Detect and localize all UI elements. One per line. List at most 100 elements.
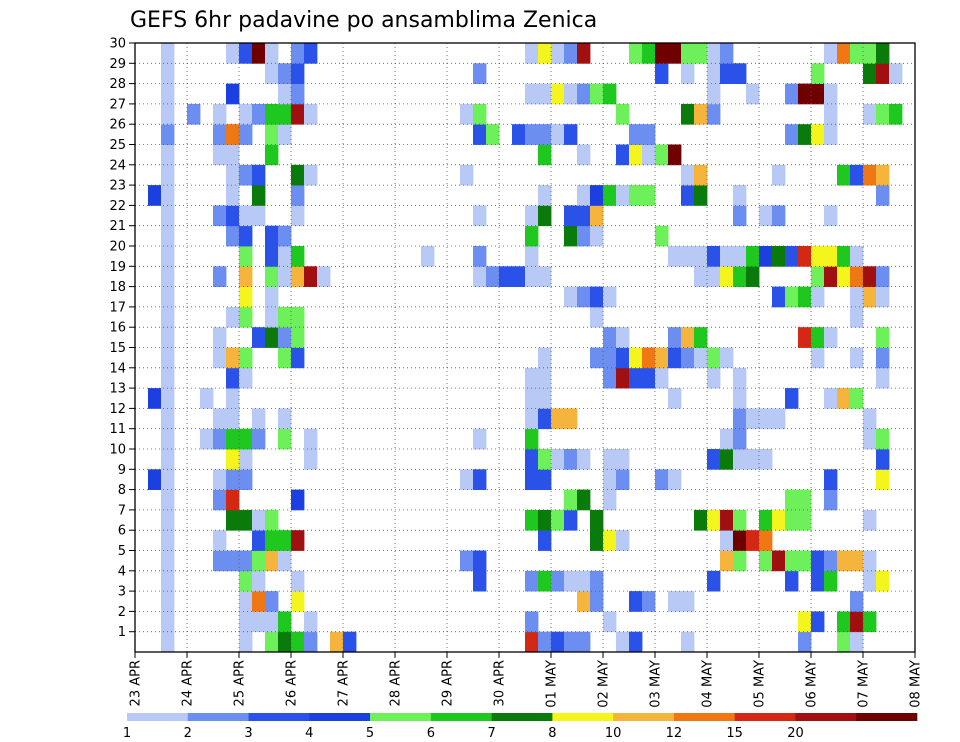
- heatmap-cell: [889, 63, 903, 84]
- heatmap-cell: [642, 124, 656, 145]
- heatmap-cell: [603, 347, 617, 369]
- heatmap-cell: [239, 570, 253, 592]
- colorbar-segment: [187, 713, 249, 721]
- heatmap-cell: [694, 327, 708, 348]
- heatmap-cell: [239, 631, 253, 653]
- heatmap-cell: [798, 124, 812, 145]
- heatmap-cell: [876, 347, 890, 369]
- heatmap-cell: [265, 591, 279, 612]
- heatmap-cell: [720, 347, 734, 369]
- heatmap-cell: [785, 246, 799, 267]
- heatmap-cell: [655, 225, 669, 247]
- y-tick-label: 15: [109, 341, 126, 356]
- heatmap-cell: [824, 570, 838, 592]
- x-tick-label: 02 MAY: [597, 660, 612, 708]
- heatmap-cell: [863, 103, 877, 125]
- heatmap-cell: [616, 347, 630, 369]
- heatmap-cell: [161, 428, 175, 450]
- heatmap-cell: [850, 164, 864, 186]
- heatmap-cell: [772, 205, 786, 227]
- heatmap-cell: [161, 286, 175, 308]
- heatmap-cell: [798, 611, 812, 633]
- heatmap-cell: [304, 611, 318, 633]
- heatmap-cell: [668, 144, 682, 166]
- colorbar-label: 15: [726, 726, 743, 741]
- heatmap-cell: [577, 83, 591, 105]
- heatmap-cell: [473, 63, 487, 84]
- heatmap-cell: [577, 225, 591, 247]
- heatmap-cell: [538, 347, 552, 369]
- heatmap-cell: [603, 489, 617, 511]
- heatmap-cell: [577, 631, 591, 653]
- y-tick-label: 6: [118, 524, 126, 539]
- heatmap-cell: [733, 388, 747, 409]
- heatmap-cell: [603, 449, 617, 470]
- heatmap-cells: [148, 43, 903, 653]
- heatmap-cell: [876, 43, 890, 64]
- y-tick-label: 16: [109, 321, 126, 336]
- heatmap-cell: [239, 103, 253, 125]
- heatmap-cell: [863, 570, 877, 592]
- heatmap-cell: [629, 124, 643, 145]
- chart-title: GEFS 6hr padavine po ansamblima Zenica: [130, 8, 597, 33]
- heatmap-cell: [226, 428, 240, 450]
- heatmap-cell: [590, 225, 604, 247]
- heatmap-cell: [577, 205, 591, 227]
- y-tick-label: 19: [109, 260, 126, 275]
- heatmap-cell: [239, 246, 253, 267]
- heatmap-cell: [278, 63, 292, 84]
- heatmap-cell: [278, 550, 292, 572]
- heatmap-cell: [850, 266, 864, 287]
- heatmap-cell: [304, 449, 318, 470]
- heatmap-cell: [785, 550, 799, 572]
- heatmap-cell: [239, 428, 253, 450]
- heatmap-cell: [863, 408, 877, 430]
- heatmap-cell: [291, 185, 305, 206]
- heatmap-cell: [161, 83, 175, 105]
- heatmap-cell: [759, 408, 773, 430]
- heatmap-cell: [733, 266, 747, 287]
- heatmap-cell: [525, 611, 539, 633]
- heatmap-cell: [551, 83, 565, 105]
- x-tick-label: 27 APR: [337, 660, 352, 706]
- heatmap-cell: [668, 388, 682, 409]
- heatmap-cell: [707, 509, 721, 531]
- heatmap-cell: [226, 347, 240, 369]
- colorbar-segment: [613, 713, 675, 721]
- heatmap-cell: [642, 43, 656, 64]
- heatmap-cell: [525, 43, 539, 64]
- heatmap-cell: [538, 449, 552, 470]
- heatmap-cell: [681, 63, 695, 84]
- heatmap-cell: [291, 246, 305, 267]
- heatmap-cell: [161, 124, 175, 145]
- colorbar-segment: [795, 713, 857, 721]
- heatmap-cell: [629, 367, 643, 389]
- heatmap-cell: [798, 246, 812, 267]
- heatmap-cell: [694, 164, 708, 186]
- colorbar-segment: [370, 713, 432, 721]
- heatmap-cell: [538, 469, 552, 490]
- heatmap-cell: [278, 611, 292, 633]
- heatmap-cell: [538, 43, 552, 64]
- heatmap-cell: [824, 83, 838, 105]
- heatmap-cell: [252, 611, 266, 633]
- colorbar-label: 8: [548, 726, 556, 741]
- y-tick-label: 25: [109, 138, 126, 153]
- heatmap-cell: [161, 449, 175, 470]
- colorbar-legend: 1 2 3 4 5 6 7 8 10 12 15 20: [123, 713, 918, 741]
- heatmap-cell: [161, 469, 175, 490]
- y-tick-label: 23: [109, 179, 126, 194]
- heatmap-cell: [161, 246, 175, 267]
- heatmap-cell: [304, 164, 318, 186]
- heatmap-cell: [525, 124, 539, 145]
- y-tick-label: 29: [109, 57, 126, 72]
- heatmap-cell: [213, 530, 227, 551]
- heatmap-cell: [889, 103, 903, 125]
- heatmap-cell: [239, 367, 253, 389]
- heatmap-cell: [577, 449, 591, 470]
- heatmap-cell: [824, 246, 838, 267]
- heatmap-cell: [564, 489, 578, 511]
- heatmap-cell: [798, 83, 812, 105]
- heatmap-cell: [863, 550, 877, 572]
